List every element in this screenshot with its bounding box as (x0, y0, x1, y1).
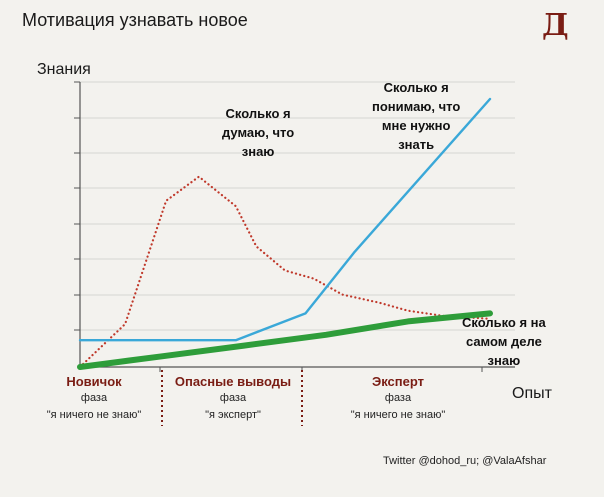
annotation-line: знаю (241, 144, 275, 159)
annotation-line: знаю (487, 353, 521, 368)
phase-expert: Эксперт фаза "я ничего не знаю" (330, 374, 466, 424)
annotation-need-to-know: Сколько я понимаю, что мне нужно знать (372, 78, 460, 154)
annotation-line: Сколько я на (462, 315, 546, 330)
annotation-line: мне нужно (381, 118, 451, 133)
phase-sub: фаза (80, 392, 108, 404)
annotation-line: самом деле (465, 334, 542, 349)
credit-text: Twitter @dohod_ru; @ValaAfshar (383, 455, 547, 467)
phase-sub: фаза (219, 392, 247, 404)
annotation-think-know: Сколько я думаю, что знаю (222, 104, 294, 161)
phase-name: Эксперт (371, 374, 425, 389)
phase-name: Новичок (66, 374, 122, 389)
phase-sub: "я ничего не знаю" (350, 409, 446, 421)
phase-sub: "я эксперт" (205, 409, 261, 421)
annotation-line: Сколько я (383, 80, 449, 95)
chart-title: Мотивация узнавать новое (22, 10, 248, 30)
phase-name: Опасные выводы (174, 374, 292, 389)
phase-dividers (161, 370, 303, 426)
annotation-line: знать (398, 137, 435, 152)
brand-logo: Д (542, 8, 569, 43)
phase-novice: Новичок фаза "я ничего не знаю" (35, 374, 153, 424)
y-axis-label: Знания (37, 61, 91, 78)
annotation-line: думаю, что (222, 125, 295, 140)
x-axis-label: Опыт (512, 385, 552, 402)
annotation-line: понимаю, что (372, 99, 461, 114)
series-actual-know-line (77, 310, 493, 370)
annotation-line: Сколько я (225, 106, 291, 121)
annotation-actual-know: Сколько я на самом деле знаю (462, 313, 546, 370)
series-need-to-know-line (78, 97, 492, 342)
phase-dangerous-conclusions: Опасные выводы фаза "я эксперт" (172, 374, 294, 424)
phase-sub: фаза (384, 392, 412, 404)
phase-sub: "я ничего не знаю" (46, 409, 142, 421)
series-lines (77, 97, 493, 370)
gridlines (74, 81, 515, 331)
